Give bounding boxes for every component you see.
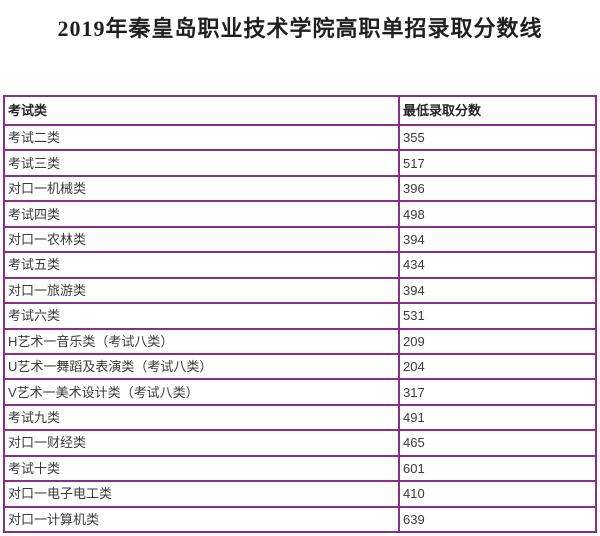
table-row: 考试二类 355	[3, 123, 597, 152]
min-score-cell: 465	[398, 429, 597, 457]
min-score-cell: 317	[398, 378, 597, 406]
min-score-cell: 394	[398, 276, 597, 305]
min-score-cell: 434	[398, 251, 597, 279]
exam-category-cell: 考试二类	[3, 123, 400, 152]
table-row: U艺术一舞蹈及表演类（考试八类） 204	[3, 352, 597, 381]
table-row: 对口一旅游类 394	[3, 276, 597, 305]
scores-table: 考试类 最低录取分数 考试二类 355 考试三类 517 对口一机械类 396 考试四类 49…	[3, 95, 597, 534]
min-score-cell: 355	[398, 123, 597, 152]
table-row: 对口一财经类 465	[3, 429, 597, 457]
exam-category-cell: 考试十类	[3, 454, 400, 483]
exam-category-cell: V艺术一美术设计类（考试八类）	[3, 378, 400, 406]
table-header: 考试类 最低录取分数	[3, 95, 597, 126]
min-score-cell: 204	[398, 352, 597, 381]
exam-category-cell: 对口一机械类	[3, 174, 400, 203]
table-row: 对口一农林类 394	[3, 225, 597, 254]
min-score-cell: 498	[398, 200, 597, 228]
min-score-cell: 491	[398, 403, 597, 432]
table-body: 考试二类 355 考试三类 517 对口一机械类 396 考试四类 498 对口一农林类 394 考…	[3, 123, 597, 534]
page-title: 2019年秦皇岛职业技术学院高职单招录取分数线	[57, 16, 543, 41]
min-score-cell: 517	[398, 149, 597, 177]
exam-category-cell: 考试四类	[3, 200, 400, 228]
header-row: 考试类 最低录取分数	[3, 95, 597, 126]
min-score-cell: 601	[398, 454, 597, 483]
table-row: 考试五类 434	[3, 251, 597, 279]
table-row: 对口一计算机类 639	[3, 505, 597, 534]
min-score-cell: 531	[398, 302, 597, 330]
table-row: 对口一电子电工类 410	[3, 480, 597, 508]
exam-category-cell: 考试六类	[3, 302, 400, 330]
exam-category-cell: 对口一电子电工类	[3, 480, 400, 508]
table-row: 考试六类 531	[3, 302, 597, 330]
exam-category-cell: U艺术一舞蹈及表演类（考试八类）	[3, 352, 400, 381]
table-row: V艺术一美术设计类（考试八类） 317	[3, 378, 597, 406]
min-score-cell: 394	[398, 225, 597, 254]
table-row: 考试四类 498	[3, 200, 597, 228]
table-row: H艺术一音乐类（考试八类） 209	[3, 327, 597, 355]
table-row: 考试三类 517	[3, 149, 597, 177]
exam-category-cell: 考试五类	[3, 251, 400, 279]
min-score-cell: 396	[398, 174, 597, 203]
header-exam-category: 考试类	[3, 95, 400, 126]
table-row: 对口一机械类 396	[3, 174, 597, 203]
min-score-cell: 410	[398, 480, 597, 508]
exam-category-cell: 对口一农林类	[3, 225, 400, 254]
exam-category-cell: 考试九类	[3, 403, 400, 432]
header-min-score: 最低录取分数	[398, 95, 597, 126]
exam-category-cell: 对口一财经类	[3, 429, 400, 457]
table-row: 考试九类 491	[3, 403, 597, 432]
table-row: 考试十类 601	[3, 454, 597, 483]
exam-category-cell: H艺术一音乐类（考试八类）	[3, 327, 400, 355]
min-score-cell: 209	[398, 327, 597, 355]
exam-category-cell: 考试三类	[3, 149, 400, 177]
exam-category-cell: 对口一旅游类	[3, 276, 400, 305]
exam-category-cell: 对口一计算机类	[3, 505, 400, 534]
min-score-cell: 639	[398, 505, 597, 534]
